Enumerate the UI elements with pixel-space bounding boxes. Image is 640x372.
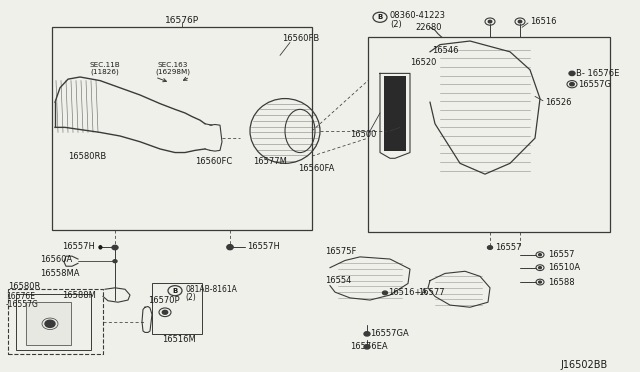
Text: 16576EA: 16576EA — [350, 342, 388, 351]
Text: B: B — [172, 288, 178, 294]
Text: 22680: 22680 — [415, 23, 442, 32]
Text: 16576P: 16576P — [165, 16, 199, 25]
Bar — [368, 38, 610, 232]
Circle shape — [518, 20, 522, 23]
Text: 16510A: 16510A — [548, 263, 580, 272]
Text: 16557GA: 16557GA — [370, 329, 409, 339]
Circle shape — [539, 254, 541, 256]
Circle shape — [364, 332, 370, 336]
Text: 16560FA: 16560FA — [298, 164, 334, 173]
Bar — [52, 27, 312, 230]
Text: 16546: 16546 — [432, 46, 458, 55]
Text: 16520: 16520 — [410, 58, 436, 67]
Text: 16575F: 16575F — [325, 247, 356, 256]
Circle shape — [113, 260, 117, 263]
Circle shape — [112, 246, 118, 250]
Bar — [384, 76, 406, 151]
Text: 16577M: 16577M — [253, 157, 287, 166]
Circle shape — [539, 267, 541, 269]
Text: 16557H: 16557H — [62, 242, 95, 251]
Text: 16557: 16557 — [495, 243, 522, 252]
Circle shape — [163, 310, 168, 314]
Circle shape — [364, 344, 370, 349]
Text: 16516+A: 16516+A — [388, 288, 427, 297]
Text: (16298M): (16298M) — [155, 69, 190, 75]
Text: 08360-41223: 08360-41223 — [390, 11, 446, 20]
Circle shape — [383, 291, 387, 295]
Text: 16557: 16557 — [548, 250, 575, 259]
Text: SEC.11B: SEC.11B — [90, 62, 121, 68]
Text: 16557H: 16557H — [247, 242, 280, 251]
Text: (2): (2) — [390, 20, 402, 29]
Text: 16570P: 16570P — [148, 295, 180, 305]
Text: J16502BB: J16502BB — [560, 360, 607, 370]
Text: 16560FB: 16560FB — [282, 34, 319, 44]
Bar — [8, 289, 103, 354]
Text: 16577: 16577 — [418, 288, 445, 297]
Text: 16588: 16588 — [548, 278, 575, 286]
Text: 16558MA: 16558MA — [40, 269, 79, 278]
Text: 16557G: 16557G — [578, 80, 611, 89]
Circle shape — [227, 246, 233, 250]
Bar — [16, 294, 91, 350]
Text: B: B — [378, 14, 383, 20]
Text: 081AB-8161A: 081AB-8161A — [185, 285, 237, 294]
Text: 16516: 16516 — [530, 17, 557, 26]
Circle shape — [539, 281, 541, 283]
Text: B- 16576E: B- 16576E — [576, 69, 620, 78]
Text: (2): (2) — [185, 294, 196, 302]
Text: 16526: 16526 — [545, 98, 572, 107]
Text: ●: ● — [98, 244, 102, 249]
Text: SEC.163: SEC.163 — [158, 62, 188, 68]
Circle shape — [569, 71, 575, 76]
Text: 16560A: 16560A — [40, 254, 72, 263]
Text: 16576E: 16576E — [6, 292, 35, 301]
Text: 16580RB: 16580RB — [68, 152, 106, 161]
Text: (11826): (11826) — [90, 69, 119, 75]
Text: 16560FC: 16560FC — [195, 157, 232, 166]
Text: 16500: 16500 — [350, 130, 376, 139]
Bar — [26, 302, 71, 345]
Text: -16557G: -16557G — [6, 300, 39, 309]
Text: 16554: 16554 — [325, 276, 351, 285]
Circle shape — [570, 83, 574, 86]
Circle shape — [488, 20, 492, 23]
Text: 16588M: 16588M — [62, 291, 96, 299]
Text: 16516M: 16516M — [162, 335, 196, 344]
Circle shape — [227, 245, 233, 249]
Circle shape — [46, 321, 54, 326]
Circle shape — [45, 320, 55, 327]
Bar — [152, 283, 202, 334]
Circle shape — [488, 246, 493, 249]
Text: 16580R: 16580R — [8, 282, 40, 291]
